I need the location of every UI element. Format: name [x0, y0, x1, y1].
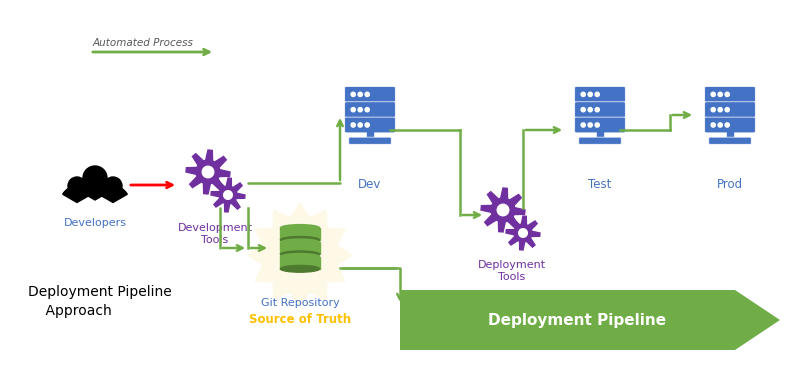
Text: Deployment Pipeline
    Approach: Deployment Pipeline Approach — [28, 285, 172, 319]
Text: Test: Test — [588, 178, 612, 191]
Circle shape — [518, 229, 527, 237]
Circle shape — [725, 108, 730, 112]
FancyBboxPatch shape — [578, 137, 622, 144]
Circle shape — [588, 108, 592, 112]
FancyBboxPatch shape — [574, 102, 626, 118]
Circle shape — [351, 123, 355, 127]
Circle shape — [711, 92, 715, 97]
Bar — [366, 131, 374, 138]
Text: Development
Tools: Development Tools — [178, 223, 253, 245]
Circle shape — [83, 166, 107, 190]
Text: Deployment
Tools: Deployment Tools — [478, 260, 546, 282]
FancyBboxPatch shape — [574, 87, 626, 102]
Circle shape — [718, 123, 722, 127]
FancyBboxPatch shape — [574, 117, 626, 133]
Polygon shape — [211, 178, 245, 212]
Circle shape — [588, 92, 592, 97]
Ellipse shape — [281, 265, 319, 272]
Text: Deployment Pipeline: Deployment Pipeline — [489, 313, 666, 327]
Wedge shape — [98, 186, 127, 202]
Polygon shape — [481, 188, 525, 232]
Text: Git Repository: Git Repository — [261, 298, 339, 308]
FancyBboxPatch shape — [345, 102, 395, 118]
Circle shape — [365, 108, 370, 112]
Circle shape — [498, 204, 509, 216]
Circle shape — [358, 92, 362, 97]
Circle shape — [104, 177, 122, 195]
Polygon shape — [506, 216, 540, 250]
FancyBboxPatch shape — [345, 87, 395, 102]
Circle shape — [595, 123, 599, 127]
Text: Developers: Developers — [63, 218, 126, 228]
FancyBboxPatch shape — [705, 117, 755, 133]
Polygon shape — [248, 203, 352, 307]
Bar — [726, 131, 734, 138]
FancyBboxPatch shape — [709, 137, 751, 144]
Ellipse shape — [281, 251, 319, 258]
Ellipse shape — [281, 239, 319, 246]
Circle shape — [581, 123, 586, 127]
Circle shape — [365, 123, 370, 127]
Circle shape — [68, 177, 86, 195]
FancyBboxPatch shape — [345, 117, 395, 133]
Circle shape — [718, 108, 722, 112]
Circle shape — [358, 108, 362, 112]
Wedge shape — [62, 186, 91, 202]
Circle shape — [581, 92, 586, 97]
Bar — [281, 228, 319, 240]
Bar — [281, 257, 319, 269]
Circle shape — [351, 108, 355, 112]
Circle shape — [202, 166, 214, 178]
Polygon shape — [186, 150, 230, 194]
Circle shape — [365, 92, 370, 97]
Circle shape — [711, 108, 715, 112]
Circle shape — [595, 92, 599, 97]
Ellipse shape — [281, 236, 319, 243]
Bar — [597, 131, 603, 138]
Polygon shape — [400, 290, 780, 350]
Circle shape — [224, 191, 232, 199]
Circle shape — [588, 123, 592, 127]
Text: Source of Truth: Source of Truth — [249, 313, 351, 326]
Circle shape — [595, 108, 599, 112]
Circle shape — [725, 123, 730, 127]
Circle shape — [725, 92, 730, 97]
Wedge shape — [76, 178, 114, 200]
FancyBboxPatch shape — [349, 137, 391, 144]
Ellipse shape — [281, 253, 319, 260]
Circle shape — [718, 92, 722, 97]
Circle shape — [711, 123, 715, 127]
Circle shape — [358, 123, 362, 127]
FancyBboxPatch shape — [705, 102, 755, 118]
Circle shape — [351, 92, 355, 97]
Text: Dev: Dev — [358, 178, 382, 191]
FancyBboxPatch shape — [705, 87, 755, 102]
Text: Automated Process: Automated Process — [93, 38, 194, 48]
Bar — [281, 242, 319, 254]
Ellipse shape — [281, 225, 319, 231]
Circle shape — [581, 108, 586, 112]
Text: Prod: Prod — [717, 178, 743, 191]
